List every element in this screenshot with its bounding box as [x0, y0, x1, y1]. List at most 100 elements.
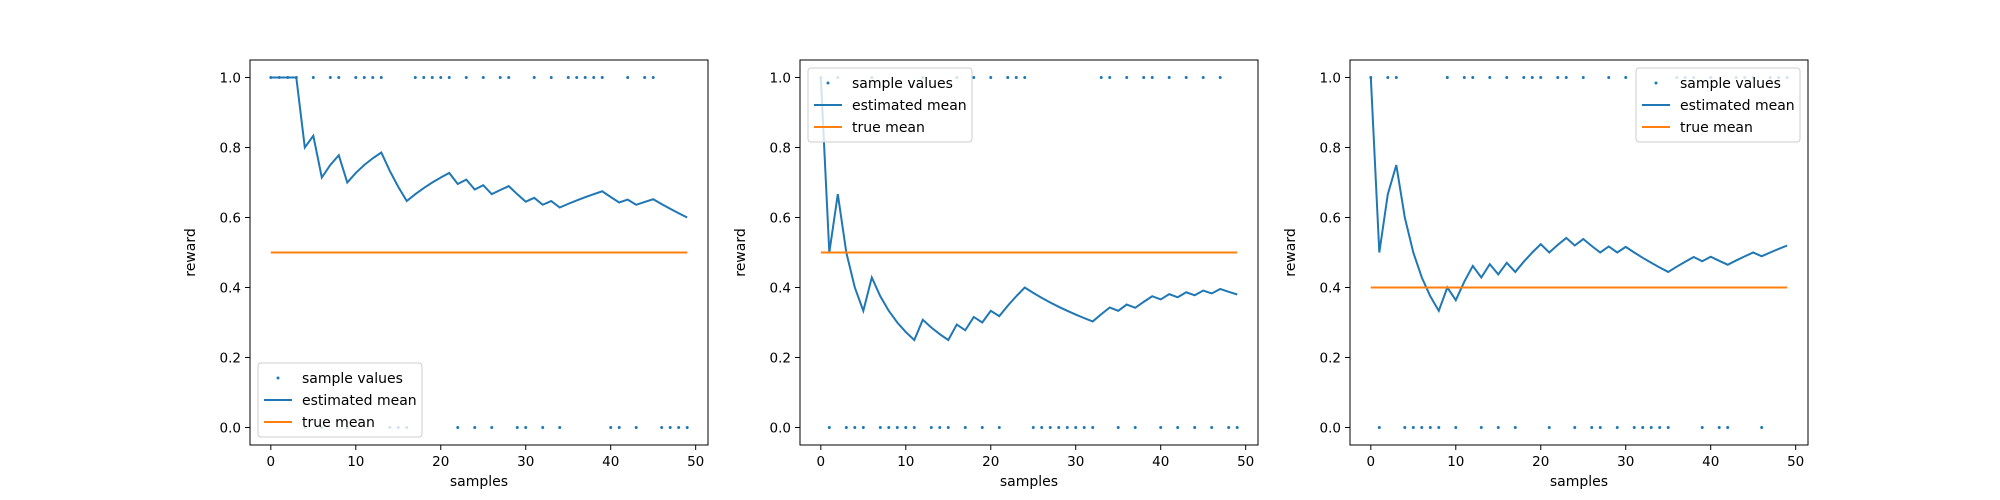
x-tick-label: 40 — [1152, 454, 1169, 470]
sample-point — [1632, 426, 1636, 429]
sample-point — [827, 426, 831, 429]
sample-point — [685, 426, 689, 429]
sample-point — [1142, 76, 1146, 79]
sample-point — [430, 76, 434, 79]
y-tick-label: 0.2 — [1320, 351, 1341, 367]
sample-point — [1573, 426, 1577, 429]
sample-point — [311, 76, 315, 79]
sample-point — [617, 426, 621, 429]
sample-point — [1133, 426, 1137, 429]
sample-point — [1760, 426, 1764, 429]
legend: sample values estimated mean true mean — [807, 67, 973, 143]
legend-entry-label: estimated mean — [1680, 98, 1795, 114]
sample-point — [1193, 426, 1197, 429]
sample-point — [878, 426, 882, 429]
x-axis-label: samples — [1000, 474, 1058, 490]
x-tick-label: 50 — [1237, 454, 1254, 470]
sample-point — [1479, 426, 1483, 429]
sample-point — [1641, 426, 1645, 429]
sample-point — [1227, 426, 1231, 429]
legend-entry-label: sample values — [852, 76, 953, 92]
sample-point — [1014, 76, 1018, 79]
legend-sample-marker — [1654, 81, 1658, 85]
sample-point — [1581, 76, 1585, 79]
sample-point — [1099, 76, 1103, 79]
sample-point — [963, 426, 967, 429]
y-tick-label: 0.0 — [770, 421, 791, 437]
sample-point — [532, 76, 536, 79]
y-tick-label: 0.4 — [770, 281, 791, 297]
sample-point — [541, 426, 545, 429]
sample-point — [1403, 426, 1407, 429]
sample-point — [1539, 76, 1543, 79]
legend-entry-label: sample values — [302, 371, 403, 387]
sample-point — [524, 426, 528, 429]
y-tick-label: 0.0 — [1320, 421, 1341, 437]
sample-point — [1666, 426, 1670, 429]
x-tick-label: 0 — [817, 454, 826, 470]
legend-entry-label: true mean — [302, 415, 375, 431]
chart-panel-1: 0 10 20 30 40 50 0.0 0.2 0.4 0.6 0.8 1.0 samples rewa… — [183, 59, 709, 490]
sample-point — [634, 426, 638, 429]
sample-point — [1006, 76, 1010, 79]
legend-box — [807, 67, 973, 143]
sample-point — [844, 426, 848, 429]
sample-point — [989, 76, 993, 79]
sample-point — [592, 76, 596, 79]
sample-point — [379, 76, 383, 79]
sample-point — [354, 76, 358, 79]
legend: sample values estimated mean true mean — [257, 362, 423, 438]
y-tick-label: 1.0 — [770, 71, 791, 87]
sample-point — [1428, 426, 1432, 429]
sample-point — [1150, 76, 1154, 79]
chart-panel-3: 0 10 20 30 40 50 0.0 0.2 0.4 0.6 0.8 1.0 samples rewa… — [1283, 59, 1809, 490]
sample-point — [1505, 76, 1509, 79]
sample-point — [929, 426, 933, 429]
sample-point — [1488, 76, 1492, 79]
sample-point — [1386, 76, 1390, 79]
sample-point — [1167, 76, 1171, 79]
sample-point — [1159, 426, 1163, 429]
sample-point — [328, 76, 332, 79]
legend-entry-label: true mean — [1680, 120, 1753, 136]
sample-point — [938, 426, 942, 429]
sample-point — [1201, 76, 1205, 79]
sample-point — [853, 426, 857, 429]
legend-box — [257, 362, 423, 438]
sample-point — [1218, 76, 1222, 79]
sample-point — [1445, 76, 1449, 79]
sample-point — [1556, 76, 1560, 79]
x-axis-label: samples — [1550, 474, 1608, 490]
sample-point — [668, 426, 672, 429]
y-axis-label: reward — [1283, 228, 1299, 277]
sample-point — [1065, 426, 1069, 429]
sample-point — [643, 76, 647, 79]
axes-frame — [799, 59, 1259, 446]
y-tick-label: 0.6 — [1320, 211, 1341, 227]
sample-point — [558, 426, 562, 429]
sample-point — [980, 426, 984, 429]
sample-point — [1082, 426, 1086, 429]
sample-point — [1462, 76, 1466, 79]
x-tick-label: 30 — [517, 454, 534, 470]
sample-point — [609, 426, 613, 429]
x-tick-label: 10 — [347, 454, 364, 470]
sample-point — [1210, 426, 1214, 429]
x-tick-label: 30 — [1067, 454, 1084, 470]
x-tick-label: 20 — [1532, 454, 1549, 470]
sample-point — [1108, 76, 1112, 79]
sample-point — [413, 76, 417, 79]
sample-point — [583, 76, 587, 79]
sample-point — [1040, 426, 1044, 429]
y-tick-label: 0.8 — [770, 141, 791, 157]
sample-point — [1726, 426, 1730, 429]
sample-point — [1564, 76, 1568, 79]
sample-point — [481, 76, 485, 79]
sample-point — [1615, 426, 1619, 429]
x-axis-label: samples — [450, 474, 508, 490]
axes-frame — [1349, 59, 1809, 446]
y-tick-label: 0.4 — [1320, 281, 1341, 297]
sample-point — [660, 426, 664, 429]
y-tick-label: 0.8 — [220, 141, 241, 157]
sample-point — [371, 76, 375, 79]
